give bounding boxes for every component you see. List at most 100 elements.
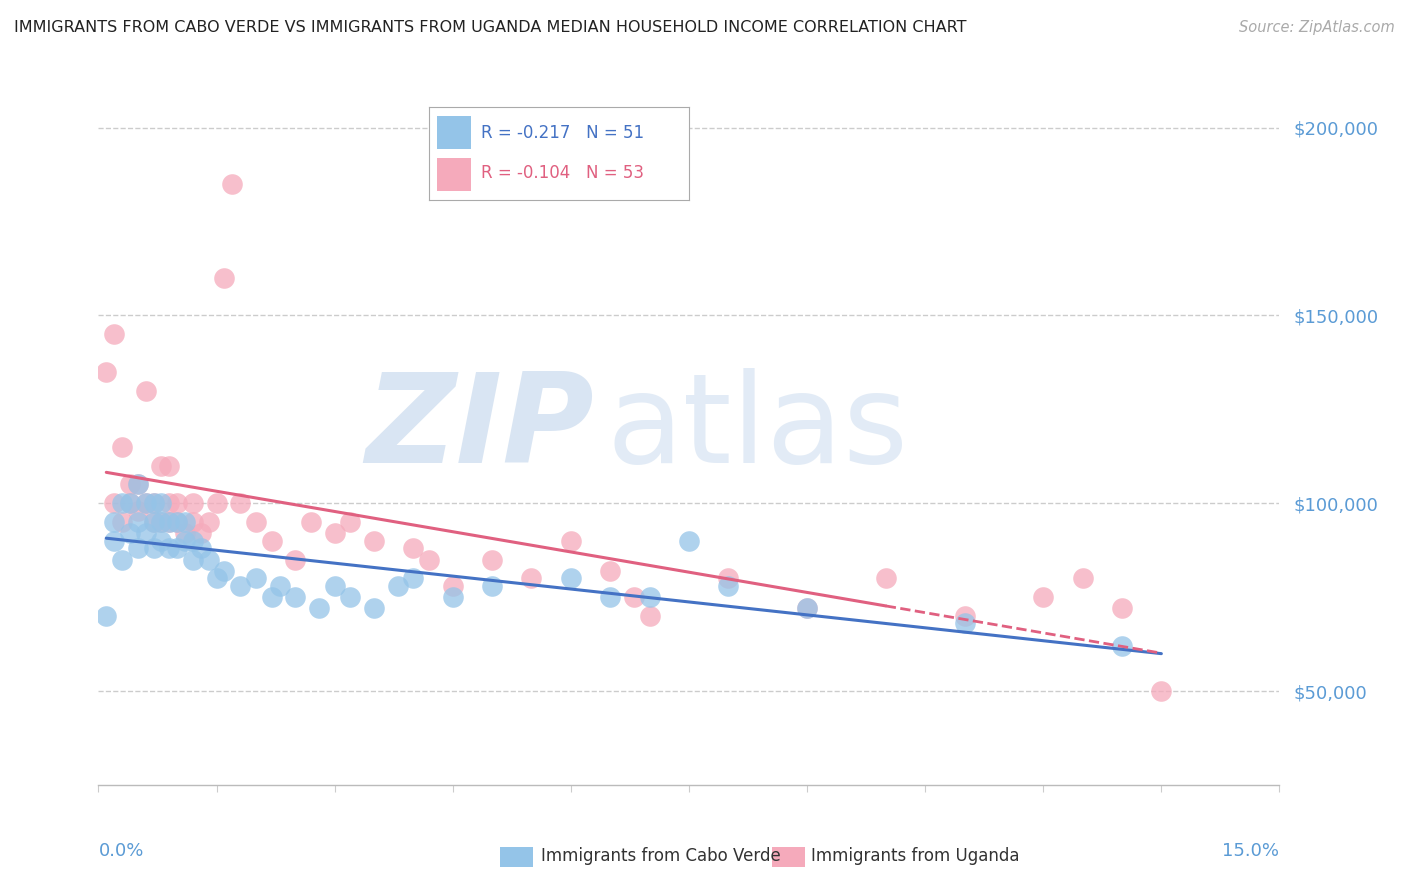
Point <box>181 496 204 510</box>
Point <box>150 458 173 473</box>
Point <box>402 571 425 585</box>
Point <box>205 571 228 585</box>
Text: ZIP: ZIP <box>366 368 595 489</box>
Point <box>142 515 165 529</box>
Point <box>560 571 582 585</box>
Point <box>284 552 307 566</box>
Point <box>560 533 582 548</box>
Point <box>1111 601 1133 615</box>
Point <box>339 515 361 529</box>
Point <box>157 496 180 510</box>
Point <box>623 590 645 604</box>
Point <box>796 601 818 615</box>
Point <box>197 552 219 566</box>
Point <box>339 590 361 604</box>
Point <box>174 515 197 529</box>
Point <box>717 571 740 585</box>
FancyBboxPatch shape <box>772 847 804 867</box>
Text: Immigrants from Uganda: Immigrants from Uganda <box>811 847 1019 865</box>
Point <box>150 515 173 529</box>
Point <box>174 533 197 548</box>
Point <box>174 526 197 541</box>
Point <box>111 552 134 566</box>
Point <box>111 496 134 510</box>
Point <box>441 590 464 604</box>
Point <box>229 496 252 510</box>
Point <box>796 601 818 615</box>
Point <box>157 458 180 473</box>
Point <box>190 526 212 541</box>
Point <box>111 440 134 454</box>
Point <box>363 601 385 615</box>
Point <box>1150 684 1173 698</box>
Point <box>150 515 173 529</box>
Point <box>418 552 440 566</box>
Point <box>245 515 267 529</box>
Point <box>166 515 188 529</box>
Point <box>96 609 118 624</box>
Point <box>323 579 346 593</box>
Point <box>127 477 149 491</box>
Point <box>135 384 157 398</box>
Point <box>441 579 464 593</box>
Point <box>260 590 283 604</box>
Point <box>157 515 180 529</box>
Point <box>118 496 141 510</box>
Point <box>245 571 267 585</box>
Point <box>157 515 180 529</box>
Point <box>103 533 125 548</box>
Point <box>181 515 204 529</box>
Text: Immigrants from Cabo Verde: Immigrants from Cabo Verde <box>541 847 782 865</box>
Point <box>166 496 188 510</box>
Point <box>118 477 141 491</box>
Point <box>229 579 252 593</box>
Point <box>875 571 897 585</box>
Point <box>269 579 291 593</box>
Point <box>166 515 188 529</box>
Point <box>953 616 976 631</box>
Point <box>520 571 543 585</box>
Point <box>481 579 503 593</box>
Point <box>481 552 503 566</box>
Point <box>150 496 173 510</box>
Point <box>717 579 740 593</box>
Point <box>118 526 141 541</box>
Text: Source: ZipAtlas.com: Source: ZipAtlas.com <box>1239 20 1395 35</box>
Point <box>150 533 173 548</box>
Point <box>190 541 212 556</box>
Point <box>135 526 157 541</box>
Point <box>111 515 134 529</box>
Point <box>135 496 157 510</box>
Point <box>221 177 243 191</box>
Point <box>127 504 149 518</box>
Text: IMMIGRANTS FROM CABO VERDE VS IMMIGRANTS FROM UGANDA MEDIAN HOUSEHOLD INCOME COR: IMMIGRANTS FROM CABO VERDE VS IMMIGRANTS… <box>14 20 966 35</box>
Point <box>323 526 346 541</box>
Point <box>1071 571 1094 585</box>
Text: atlas: atlas <box>606 368 908 489</box>
Point <box>142 496 165 510</box>
Point <box>402 541 425 556</box>
Point <box>638 609 661 624</box>
Point <box>599 590 621 604</box>
Point <box>284 590 307 604</box>
Point <box>308 601 330 615</box>
Point <box>166 541 188 556</box>
Point <box>103 515 125 529</box>
Point <box>96 365 118 379</box>
Point <box>181 552 204 566</box>
Point <box>127 477 149 491</box>
Point <box>142 515 165 529</box>
Point <box>127 541 149 556</box>
Point <box>1111 639 1133 653</box>
Point <box>260 533 283 548</box>
Point <box>157 541 180 556</box>
Point <box>142 496 165 510</box>
Point <box>387 579 409 593</box>
Point <box>142 541 165 556</box>
Text: 15.0%: 15.0% <box>1222 842 1279 860</box>
Point <box>197 515 219 529</box>
Point <box>299 515 322 529</box>
Point <box>103 496 125 510</box>
Point <box>205 496 228 510</box>
Point <box>1032 590 1054 604</box>
